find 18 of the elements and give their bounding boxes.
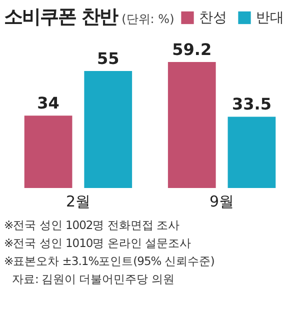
bar [24,116,72,188]
text: ※전국 성인 1010명 온라인 설문조사 [4,235,192,252]
x-tick-label: 2월 [66,192,90,210]
chart-title: 소비쿠폰 찬반 [4,6,118,28]
x-tick-label: 9월 [210,192,234,210]
bar [168,62,216,188]
data-label: 33.5 [232,94,272,114]
text: ※표본오차 ±3.1%포인트(95% 신뢰수준) [4,253,216,270]
bar [228,116,276,188]
text: 자료: 김원이 더불어민주당 의원 [11,271,176,288]
data-label: 55 [96,48,120,68]
legend-label: 반대 [256,10,284,26]
text: ※전국 성인 1002명 전화면접 조사 [4,217,181,234]
data-label: 34 [37,94,60,113]
bar [84,70,132,188]
data-label: 59.2 [172,40,212,59]
legend-label: 찬성 [199,10,227,26]
chart-subtitle: (단위: %) [122,12,174,26]
